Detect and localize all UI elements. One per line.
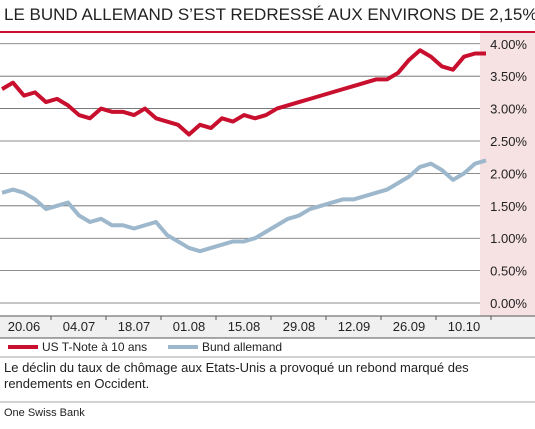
source: One Swiss Bank: [4, 407, 85, 419]
x-tick-label: 15.08: [228, 319, 261, 334]
series-line: [0, 48, 486, 137]
x-tick-label: 29.08: [283, 319, 316, 334]
y-tick-label: 3.50%: [490, 69, 527, 84]
y-tick-label: 0.50%: [490, 264, 527, 279]
y-tick-label: 3.00%: [490, 102, 527, 117]
y-tick-label: 1.50%: [490, 199, 527, 214]
x-tick-label: 12.09: [338, 319, 371, 334]
caption-box: Le déclin du taux de chômage aux Etats-U…: [4, 360, 469, 391]
x-tick-label: 10.10: [448, 319, 481, 334]
y-tick-label: 0.00%: [490, 296, 527, 311]
title-rule: [0, 31, 535, 33]
x-tick-label: 04.07: [63, 319, 96, 334]
y-tick-label: 4.00%: [490, 37, 527, 52]
y-tick-label: 2.00%: [490, 166, 527, 181]
axis-band: [480, 33, 535, 316]
x-tick-label: 01.08: [173, 319, 206, 334]
x-axis-band: [0, 316, 535, 338]
legend-label: US T-Note à 10 ans: [42, 340, 147, 354]
chart-title: LE BUND ALLEMAND S’EST REDRESSÉ AUX ENVI…: [4, 5, 535, 24]
x-tick-label: 20.06: [8, 319, 41, 334]
series-line: [1, 158, 487, 254]
caption: Le déclin du taux de chômage aux Etats-U…: [4, 360, 469, 391]
legend-label: Bund allemand: [202, 340, 282, 354]
y-tick-label: 2.50%: [490, 134, 527, 149]
x-tick-label: 18.07: [118, 319, 151, 334]
x-tick-label: 26.09: [393, 319, 426, 334]
y-tick-label: 1.00%: [490, 231, 527, 246]
